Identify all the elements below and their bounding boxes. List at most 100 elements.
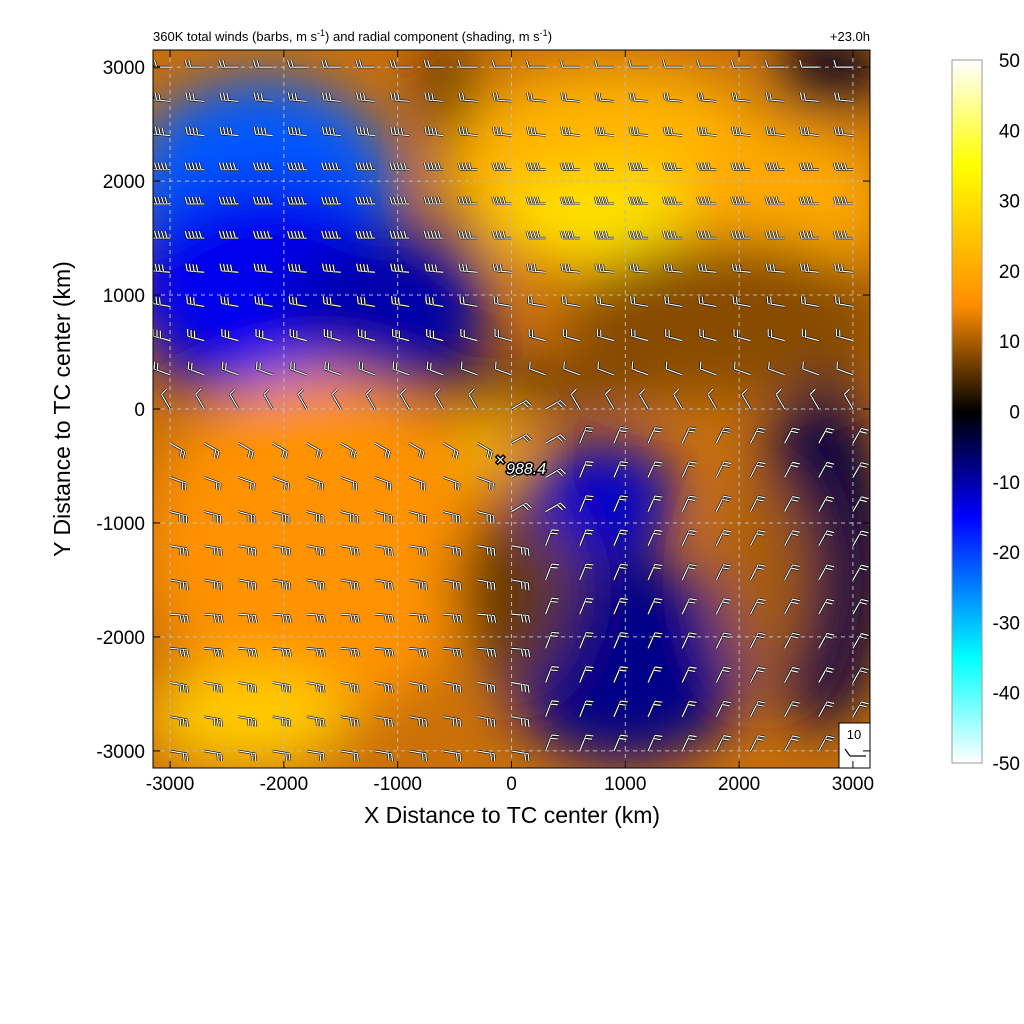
reference-barb-label: 10 <box>847 727 861 742</box>
barb-feather <box>356 548 359 557</box>
barb-feather <box>772 264 776 272</box>
barb-feather <box>247 684 250 692</box>
barb-feather <box>689 461 697 464</box>
barb-feather <box>584 498 593 501</box>
barb-feather <box>758 427 766 431</box>
wind-barb <box>612 426 628 444</box>
barb-feather <box>731 126 735 135</box>
barb-feather <box>400 388 407 395</box>
barb-feather <box>628 59 632 68</box>
barb-feather <box>390 92 393 100</box>
barb-feather <box>843 162 848 170</box>
wind-barb <box>477 647 497 658</box>
barb-feather <box>628 230 632 239</box>
barb-feather <box>216 548 219 556</box>
barb-feather <box>586 597 594 600</box>
barb-feather <box>464 230 468 239</box>
barb-feather <box>232 162 236 170</box>
barb-feather <box>673 388 680 395</box>
barb-feather <box>424 263 427 271</box>
barb-feather <box>601 196 605 205</box>
wind-barb <box>646 665 663 684</box>
wind-barb <box>272 612 292 624</box>
wind-barb <box>525 230 546 240</box>
barb-feather <box>161 388 168 395</box>
barb-feather <box>825 533 833 537</box>
barb-staff <box>836 368 854 376</box>
wind-barb <box>638 388 650 410</box>
barb-feather <box>301 196 305 205</box>
barb-feather <box>356 582 359 591</box>
wind-barb <box>628 126 649 137</box>
barb-feather <box>756 669 764 673</box>
barb-feather <box>287 263 291 271</box>
barb-feather <box>331 388 338 395</box>
wind-barb <box>355 263 376 274</box>
barb-feather <box>496 296 499 305</box>
barb-feather <box>418 449 422 458</box>
barb-feather <box>722 498 730 502</box>
barb-feather <box>298 127 301 136</box>
barb-feather <box>495 196 499 205</box>
barb-feather <box>318 481 320 490</box>
wind-barb <box>740 388 752 410</box>
wind-barb <box>749 426 766 444</box>
barb-feather <box>765 92 769 100</box>
barb-feather <box>790 601 799 605</box>
barb-feather <box>430 162 434 170</box>
barb-feather <box>561 296 564 304</box>
barb-feather <box>619 430 627 433</box>
wind-barb <box>835 328 854 342</box>
wind-barb <box>595 296 615 308</box>
barb-feather <box>654 632 663 635</box>
barb-feather <box>530 263 533 272</box>
barb-feather <box>792 564 800 568</box>
barb-feather <box>254 548 257 557</box>
barb-feather <box>468 388 475 395</box>
barb-feather <box>455 718 458 727</box>
wind-barb <box>646 426 663 444</box>
barb-feather <box>530 92 533 101</box>
wind-barb <box>832 59 853 69</box>
barb-feather <box>699 361 702 370</box>
barb-feather <box>216 753 219 761</box>
barb-feather <box>259 362 261 371</box>
barb-feather <box>653 498 661 501</box>
wind-barb <box>696 126 717 137</box>
barb-feather <box>825 601 833 605</box>
title-sup-1: -1 <box>317 28 325 38</box>
wind-barb <box>443 578 462 591</box>
barb-staff <box>529 368 546 376</box>
barb-feather <box>213 684 216 692</box>
barb-feather <box>252 162 257 170</box>
barb-feather <box>182 718 185 727</box>
y-tick-label: 2000 <box>103 172 145 193</box>
wind-barb <box>749 700 766 718</box>
barb-feather <box>319 649 323 657</box>
wind-barb <box>238 647 258 658</box>
wind-barb <box>799 92 819 103</box>
barb-feather <box>158 264 161 272</box>
barb-feather <box>468 162 472 170</box>
barb-feather <box>421 615 425 623</box>
barb-feather <box>524 718 527 727</box>
barb-feather <box>291 296 294 305</box>
barb-feather <box>741 162 745 170</box>
barb-feather <box>387 684 390 693</box>
barb-feather <box>464 196 468 205</box>
barb-feather <box>790 464 799 468</box>
barb-feather <box>527 548 530 557</box>
barb-feather <box>527 753 530 762</box>
wind-barb <box>221 361 239 376</box>
barb-feather <box>184 196 188 205</box>
barb-feather <box>696 162 700 170</box>
barb-feather <box>861 462 869 466</box>
barb-feather <box>836 162 841 170</box>
barb-feather <box>188 59 192 68</box>
barb-feather <box>403 230 407 239</box>
barb-feather <box>563 196 567 205</box>
wind-barb <box>477 749 497 762</box>
barb-feather <box>654 529 663 532</box>
barb-feather <box>221 361 224 370</box>
barb-feather <box>758 700 766 704</box>
